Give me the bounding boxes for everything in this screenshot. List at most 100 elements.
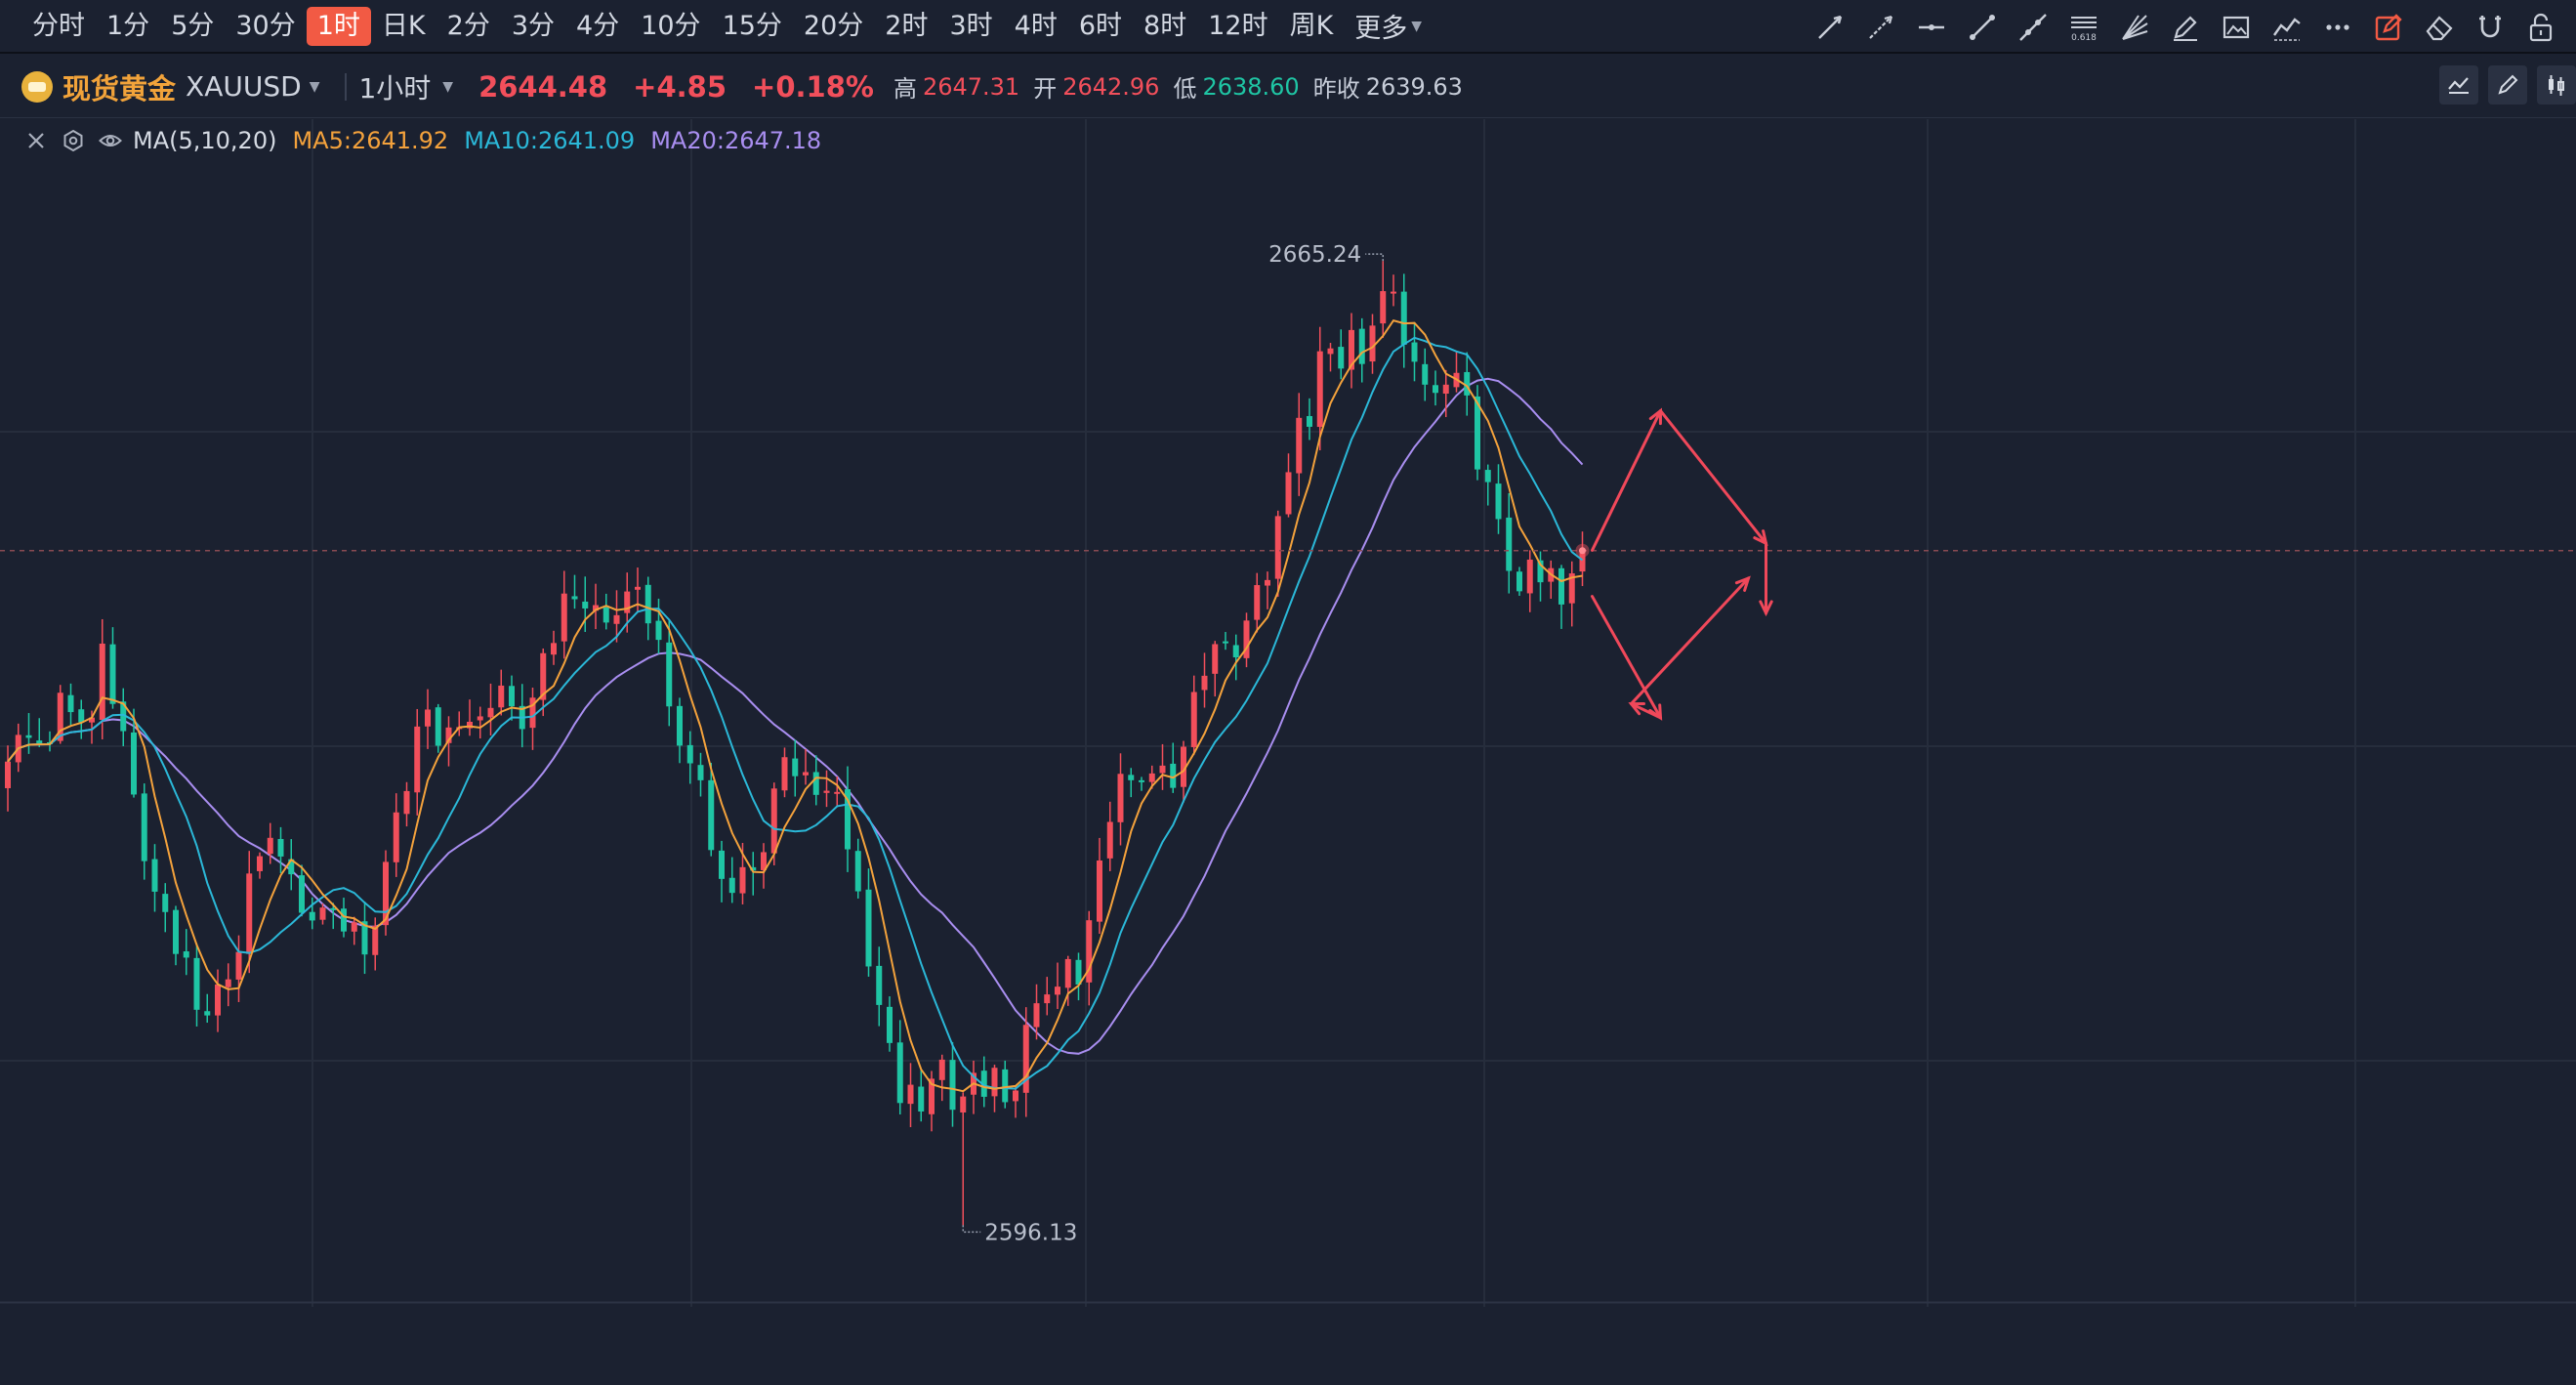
indicator-name: MA(5,10,20) xyxy=(133,127,277,154)
chart-type-button[interactable] xyxy=(2439,65,2478,105)
ray-tool[interactable] xyxy=(1859,6,1902,49)
candle-body xyxy=(1139,779,1144,782)
draw-mode-button[interactable] xyxy=(2488,65,2527,105)
candle-body xyxy=(929,1078,935,1114)
candle-body xyxy=(435,707,441,746)
timeframe-11[interactable]: 20分 xyxy=(803,10,864,41)
candle-body xyxy=(1558,567,1564,605)
low-value: 2638.60 xyxy=(1202,72,1300,101)
bullish-path-segment xyxy=(1591,409,1662,552)
candle-body xyxy=(1190,692,1197,747)
candle-body xyxy=(351,922,357,932)
candlestick-chart[interactable]: 2665.24 2596.13 xyxy=(0,119,2576,1385)
timeframe-3[interactable]: 30分 xyxy=(235,10,296,41)
timeframe-15[interactable]: 6时 xyxy=(1078,10,1123,41)
candle-body xyxy=(719,850,725,879)
timeframe-1[interactable]: 1分 xyxy=(106,10,150,41)
timeframe-6[interactable]: 2分 xyxy=(446,10,490,41)
candle-body xyxy=(854,851,861,892)
trend-line-tool[interactable] xyxy=(1808,6,1851,49)
timeframe-13[interactable]: 3时 xyxy=(949,10,993,41)
polyline-tool[interactable] xyxy=(2265,6,2308,49)
timeframe-4[interactable]: 1时 xyxy=(306,6,371,46)
price-chart[interactable]: 2665.24 2596.13 xyxy=(0,119,2576,1385)
period-selector[interactable]: 1小时 xyxy=(358,71,432,105)
timeframe-0[interactable]: 分时 xyxy=(32,10,85,41)
candle-body xyxy=(257,856,263,871)
symbol-name[interactable]: 现货黄金 xyxy=(62,71,177,105)
timeframe-9[interactable]: 10分 xyxy=(641,10,701,41)
timeframe-7[interactable]: 3分 xyxy=(511,10,556,41)
candle-body xyxy=(812,772,819,795)
bullish-path-segment xyxy=(1659,409,1767,545)
close-icon[interactable] xyxy=(21,126,51,155)
settings-icon[interactable] xyxy=(59,126,88,155)
bearish-path-arrowhead xyxy=(1734,575,1751,592)
timeframe-17[interactable]: 12时 xyxy=(1208,10,1268,41)
candle-body xyxy=(739,866,746,894)
candle-body xyxy=(1265,579,1270,586)
timeframe-2[interactable]: 5分 xyxy=(171,10,215,41)
last-price: 2644.48 xyxy=(478,69,608,104)
period-dropdown-icon[interactable]: ▼ xyxy=(442,78,454,95)
candle-body xyxy=(445,727,452,743)
edit-tool[interactable] xyxy=(2367,6,2410,49)
image-tool[interactable] xyxy=(2215,6,2258,49)
eraser-tool[interactable] xyxy=(2418,6,2461,49)
horizontal-line-tool[interactable] xyxy=(1910,6,1953,49)
timeframe-10[interactable]: 15分 xyxy=(722,10,782,41)
more-timeframes-button[interactable]: 更多 ▼ xyxy=(1344,7,1433,45)
fan-icon xyxy=(2122,14,2148,40)
candle-body xyxy=(1316,351,1323,428)
candle-body xyxy=(571,596,578,600)
candle-body xyxy=(593,605,599,611)
candle-body xyxy=(1013,1090,1018,1102)
segment-tool[interactable] xyxy=(1961,6,2004,49)
magnet-tool[interactable] xyxy=(2469,6,2512,49)
candle-body xyxy=(834,791,841,794)
candle-body xyxy=(728,877,735,894)
candle-body xyxy=(823,790,830,793)
candle-body xyxy=(141,793,147,861)
extended-line-tool[interactable] xyxy=(2012,6,2055,49)
max-marker-leader xyxy=(1365,253,1384,262)
symbol-info-bar: 现货黄金 XAUUSD ▼ 1小时 ▼ 2644.48 +4.85 +0.18%… xyxy=(0,56,2576,118)
caret-down-icon: ▼ xyxy=(1411,18,1423,34)
symbol-code[interactable]: XAUUSD xyxy=(186,70,302,103)
timeframe-18[interactable]: 周K xyxy=(1289,10,1334,41)
visibility-eye-icon[interactable] xyxy=(96,126,125,155)
extended-line-icon xyxy=(2019,13,2047,41)
lock-tool[interactable] xyxy=(2519,6,2562,49)
timeframe-12[interactable]: 2时 xyxy=(885,10,929,41)
candle-body xyxy=(1349,329,1354,370)
candle-mode-button[interactable] xyxy=(2537,65,2576,105)
timeframe-16[interactable]: 8时 xyxy=(1143,10,1187,41)
candle-body xyxy=(1517,571,1522,592)
magnet-icon xyxy=(2479,15,2501,37)
bearish-path-segment xyxy=(1630,702,1662,720)
timeframe-5[interactable]: 日K xyxy=(381,10,426,41)
candle-body xyxy=(1327,348,1334,355)
candle-body xyxy=(319,907,326,920)
segment-icon xyxy=(1970,14,1995,40)
candle-body xyxy=(403,790,410,815)
ma10-series xyxy=(7,336,1584,1090)
candle-body xyxy=(487,707,494,718)
fan-tool[interactable] xyxy=(2113,6,2156,49)
timeframe-14[interactable]: 4时 xyxy=(1014,10,1058,41)
gold-coin-icon xyxy=(21,70,53,103)
more-dots-tool[interactable] xyxy=(2316,6,2359,49)
symbol-dropdown-icon[interactable]: ▼ xyxy=(309,78,320,95)
fibonacci-tool[interactable]: 0.618 xyxy=(2062,6,2105,49)
ma5-series xyxy=(7,318,1583,1093)
candle-body xyxy=(697,765,704,780)
candle-body xyxy=(876,965,883,1005)
candle-body xyxy=(865,889,872,967)
candle-body xyxy=(991,1068,998,1097)
pencil-tool[interactable] xyxy=(2164,6,2207,49)
ma10-line xyxy=(7,336,1584,1090)
fibonacci-icon: 0.618 xyxy=(2071,16,2097,43)
candle-body xyxy=(1064,958,1071,988)
timeframe-8[interactable]: 4分 xyxy=(576,10,620,41)
candle-body xyxy=(1285,472,1292,515)
